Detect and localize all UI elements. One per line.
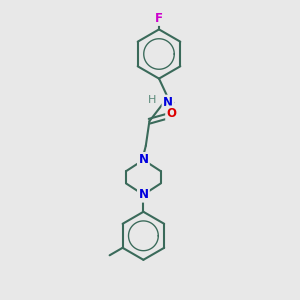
Text: H: H [148,94,157,105]
Text: N: N [138,153,148,167]
Text: N: N [163,96,173,109]
Text: N: N [138,188,148,201]
Text: O: O [167,107,177,120]
Text: F: F [155,11,163,25]
